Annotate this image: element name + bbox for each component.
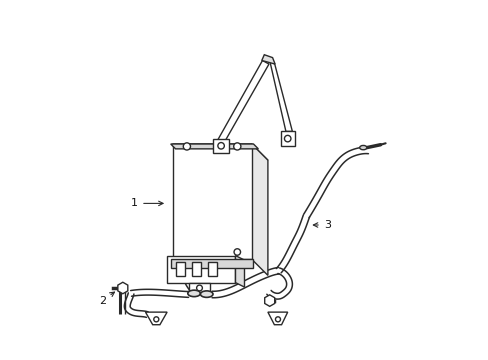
Polygon shape bbox=[188, 283, 210, 293]
Polygon shape bbox=[172, 144, 267, 160]
Polygon shape bbox=[280, 131, 294, 146]
Bar bbox=[208, 262, 217, 276]
Circle shape bbox=[196, 285, 202, 291]
Circle shape bbox=[275, 317, 280, 322]
Circle shape bbox=[284, 135, 290, 142]
Polygon shape bbox=[118, 282, 127, 294]
Polygon shape bbox=[235, 256, 244, 287]
Circle shape bbox=[183, 143, 190, 150]
Circle shape bbox=[218, 143, 224, 149]
Bar bbox=[176, 262, 185, 276]
Text: 1: 1 bbox=[131, 198, 163, 208]
Polygon shape bbox=[170, 259, 253, 268]
Polygon shape bbox=[267, 312, 287, 325]
Circle shape bbox=[233, 143, 241, 150]
Polygon shape bbox=[264, 295, 274, 306]
Bar bbox=[192, 262, 201, 276]
Ellipse shape bbox=[359, 145, 366, 150]
Polygon shape bbox=[261, 55, 275, 64]
Text: 2: 2 bbox=[99, 292, 114, 306]
Polygon shape bbox=[251, 144, 267, 275]
Ellipse shape bbox=[200, 291, 213, 297]
Polygon shape bbox=[217, 60, 268, 140]
Circle shape bbox=[153, 317, 159, 322]
Polygon shape bbox=[213, 139, 228, 153]
Polygon shape bbox=[269, 60, 292, 131]
Ellipse shape bbox=[187, 290, 200, 297]
Circle shape bbox=[234, 249, 240, 255]
Polygon shape bbox=[167, 256, 235, 283]
Text: 3: 3 bbox=[313, 220, 330, 230]
Polygon shape bbox=[170, 144, 258, 149]
Polygon shape bbox=[145, 312, 167, 325]
Polygon shape bbox=[172, 144, 251, 259]
